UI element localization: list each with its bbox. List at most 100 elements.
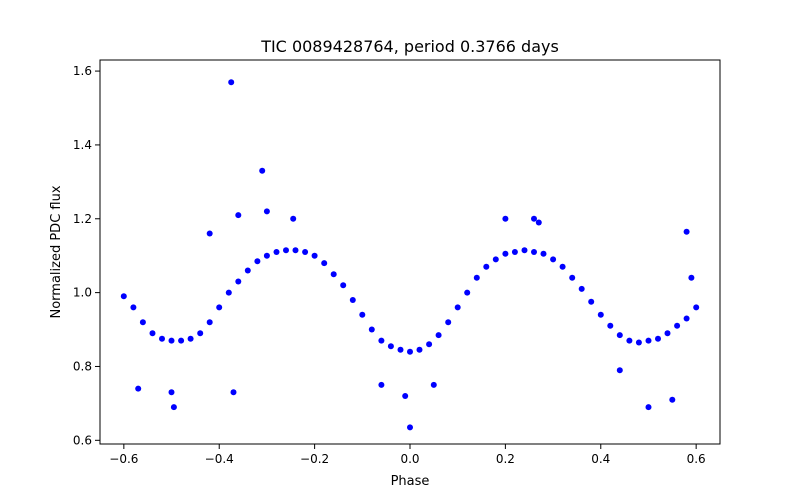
data-point — [407, 348, 413, 355]
data-point — [378, 337, 385, 344]
x-tick-label: 0.0 — [400, 452, 419, 466]
data-point — [149, 330, 156, 337]
data-point — [426, 341, 433, 348]
data-point — [688, 274, 695, 281]
data-point — [263, 252, 270, 259]
data-point — [492, 256, 499, 263]
data-point — [206, 319, 213, 326]
data-point — [120, 293, 127, 300]
data-point — [635, 339, 642, 346]
data-point — [445, 319, 452, 326]
data-point — [597, 311, 604, 318]
data-point — [130, 304, 137, 311]
data-point — [645, 404, 652, 411]
data-point — [693, 304, 700, 311]
data-point — [569, 274, 576, 281]
data-point — [397, 346, 404, 353]
data-point — [254, 258, 261, 265]
data-point — [311, 252, 318, 259]
data-point — [473, 274, 480, 281]
data-point — [511, 249, 518, 255]
y-tick-label: 1.0 — [73, 286, 92, 300]
data-point — [235, 278, 242, 285]
data-point — [502, 215, 509, 222]
data-point — [159, 335, 165, 342]
chart-title: TIC 0089428764, period 0.3766 days — [260, 37, 559, 56]
data-point — [502, 250, 509, 257]
y-tick-label: 1.6 — [73, 64, 92, 78]
data-point — [283, 247, 289, 254]
data-point — [616, 367, 623, 374]
y-axis-label: Normalized PDC flux — [49, 185, 64, 318]
data-point — [349, 297, 356, 303]
y-tick-label: 1.4 — [73, 138, 92, 152]
x-tick-label: 0.4 — [591, 452, 610, 466]
data-point — [168, 389, 175, 396]
data-point — [435, 332, 442, 339]
data-point — [540, 250, 547, 257]
data-point — [430, 381, 437, 388]
data-point — [683, 315, 690, 322]
x-tick-label: −0.2 — [300, 452, 329, 466]
data-point — [402, 393, 409, 399]
data-point — [340, 282, 347, 289]
data-point — [531, 215, 537, 222]
data-point — [483, 263, 490, 270]
data-point — [521, 247, 528, 254]
data-point — [216, 304, 223, 311]
data-point — [321, 260, 328, 267]
data-point — [235, 212, 242, 219]
data-points — [120, 79, 700, 431]
data-point — [535, 219, 542, 226]
data-point — [302, 249, 309, 255]
data-point — [669, 396, 676, 403]
data-point — [359, 311, 366, 318]
data-point — [197, 330, 204, 337]
x-tick-label: 0.6 — [687, 452, 706, 466]
data-point — [674, 322, 681, 329]
data-point — [559, 263, 566, 270]
data-point — [407, 424, 413, 431]
x-tick-label: −0.6 — [109, 452, 138, 466]
y-tick-label: 0.6 — [73, 433, 92, 447]
data-point — [259, 167, 266, 174]
data-point — [464, 289, 471, 296]
data-point — [531, 249, 537, 255]
data-point — [578, 285, 585, 292]
data-point — [228, 79, 235, 86]
data-point — [292, 247, 299, 254]
data-point — [607, 322, 614, 329]
data-point — [683, 228, 690, 235]
data-point — [290, 215, 297, 222]
data-point — [454, 304, 461, 311]
data-point — [626, 337, 633, 344]
data-point — [645, 337, 652, 344]
data-point — [588, 298, 595, 305]
data-point — [135, 385, 142, 392]
data-point — [550, 256, 557, 263]
x-tick-label: −0.4 — [205, 452, 234, 466]
data-point — [263, 208, 270, 215]
data-point — [616, 332, 623, 339]
data-point — [139, 319, 146, 326]
data-point — [273, 249, 280, 255]
data-point — [225, 289, 232, 296]
data-point — [168, 337, 175, 344]
data-point — [378, 381, 385, 388]
y-tick-label: 0.8 — [73, 359, 92, 373]
data-point — [655, 335, 661, 342]
data-point — [206, 230, 213, 237]
data-point — [368, 326, 375, 333]
plot-area-frame — [99, 59, 721, 445]
data-point — [170, 404, 177, 411]
data-point — [178, 337, 185, 344]
data-point — [387, 343, 394, 350]
data-point — [664, 330, 671, 337]
x-axis-label: Phase — [391, 474, 430, 489]
x-tick-label: 0.2 — [496, 452, 515, 466]
data-point — [330, 271, 337, 278]
y-tick-label: 1.2 — [73, 212, 92, 226]
x-axis-ticks: −0.6 −0.4 −0.2 0.0 0.2 0.4 0.6 — [109, 444, 706, 466]
